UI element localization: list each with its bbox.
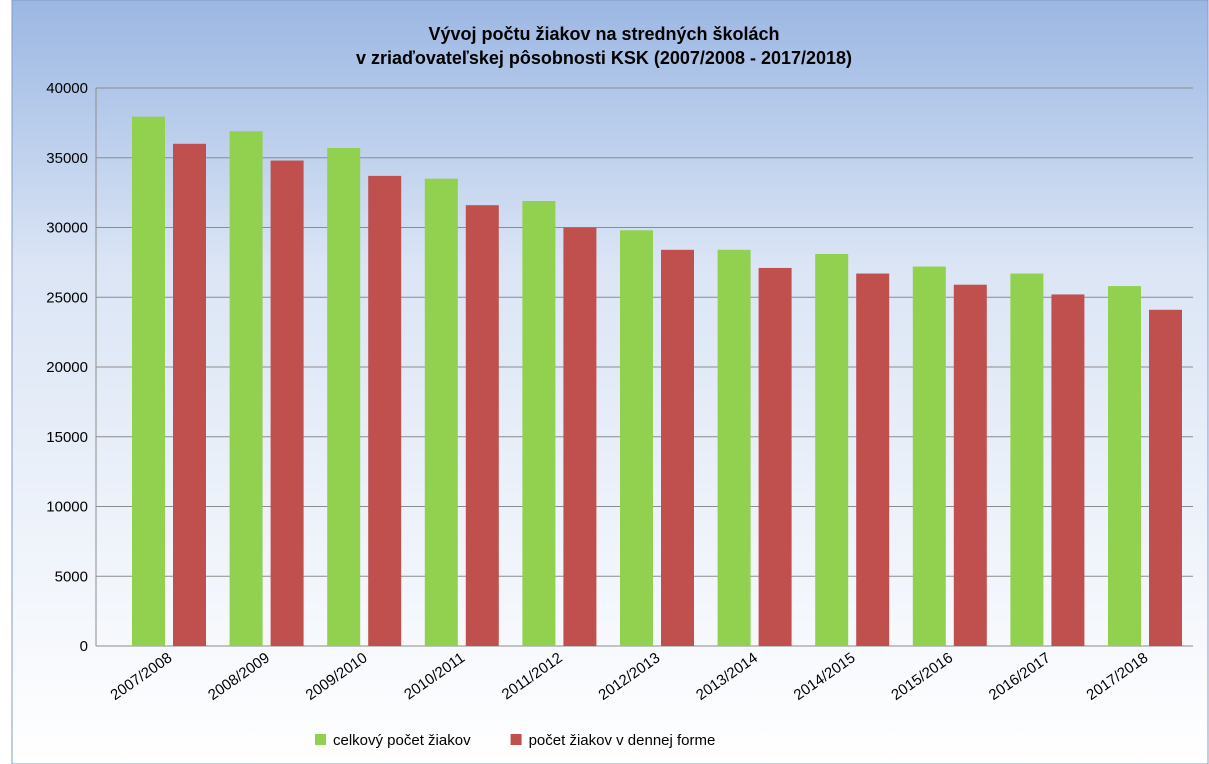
y-tick-label: 10000 bbox=[46, 499, 88, 516]
bar bbox=[522, 200, 556, 646]
bar bbox=[815, 254, 849, 646]
legend-swatch bbox=[315, 734, 326, 745]
bar bbox=[758, 267, 792, 646]
bar bbox=[717, 249, 751, 646]
bar bbox=[368, 175, 402, 646]
bar bbox=[1051, 294, 1085, 646]
bar bbox=[1108, 286, 1141, 646]
bar bbox=[563, 227, 597, 646]
y-tick-label: 0 bbox=[80, 638, 88, 655]
bar bbox=[856, 273, 890, 646]
y-tick-label: 5000 bbox=[55, 568, 88, 585]
y-tick-label: 30000 bbox=[46, 220, 88, 237]
bar bbox=[132, 116, 165, 646]
y-tick-label: 35000 bbox=[46, 150, 88, 167]
bar bbox=[1010, 273, 1044, 646]
y-tick-label: 15000 bbox=[46, 429, 88, 446]
bar bbox=[173, 143, 206, 647]
bar bbox=[229, 131, 263, 646]
bar bbox=[953, 284, 987, 646]
bar bbox=[424, 178, 458, 647]
legend-label: počet žiakov v dennej forme bbox=[529, 732, 716, 749]
chart-background bbox=[11, 0, 1209, 764]
bar bbox=[912, 266, 946, 646]
y-tick-label: 25000 bbox=[46, 289, 88, 306]
chart-title: Vývoj počtu žiakov na stredných školách bbox=[428, 24, 779, 44]
bar bbox=[1149, 309, 1182, 646]
y-tick-label: 40000 bbox=[46, 80, 88, 97]
bar bbox=[661, 249, 694, 646]
legend-label: celkový počet žiakov bbox=[333, 732, 471, 749]
y-tick-label: 20000 bbox=[46, 359, 88, 376]
bar bbox=[620, 230, 653, 647]
legend-swatch bbox=[510, 734, 522, 745]
bar bbox=[270, 160, 304, 647]
bar bbox=[327, 147, 361, 647]
bar bbox=[465, 205, 499, 646]
chart-title: v zriaďovateľskej pôsobnosti KSK (2007/2… bbox=[356, 48, 852, 68]
